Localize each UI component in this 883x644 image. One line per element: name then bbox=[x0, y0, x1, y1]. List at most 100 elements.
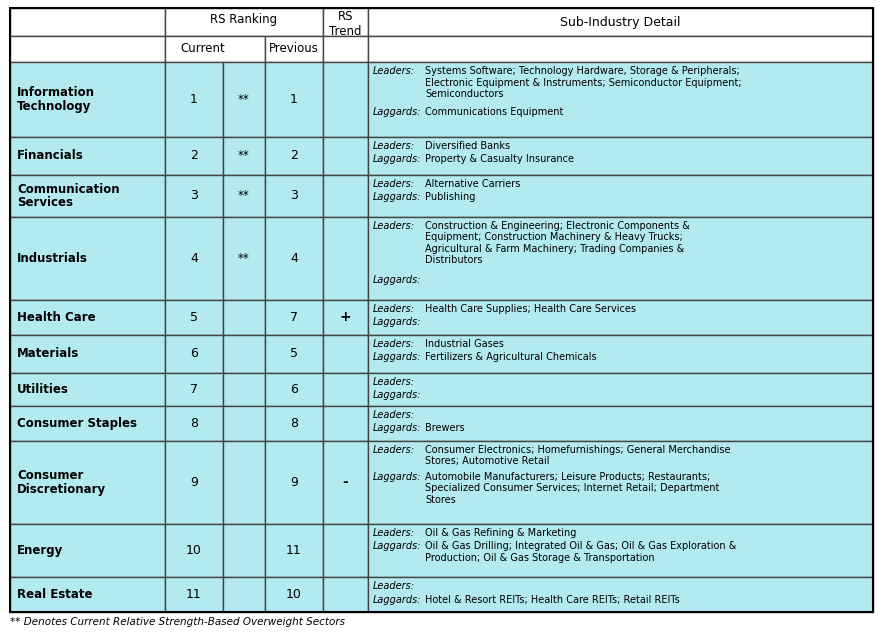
Bar bbox=[10, 299, 165, 334]
Bar bbox=[368, 216, 873, 299]
Text: Laggards:: Laggards: bbox=[373, 424, 421, 433]
Text: Consumer Electronics; Homefurnishings; General Merchandise
Stores; Automotive Re: Consumer Electronics; Homefurnishings; G… bbox=[425, 445, 730, 466]
Text: Laggards:: Laggards: bbox=[373, 352, 421, 362]
Bar bbox=[165, 299, 223, 334]
Bar bbox=[368, 524, 873, 577]
Bar bbox=[223, 524, 265, 577]
Bar bbox=[323, 299, 368, 334]
Text: Laggards:: Laggards: bbox=[373, 155, 421, 164]
Text: Materials: Materials bbox=[17, 347, 79, 360]
Text: Communication: Communication bbox=[17, 183, 119, 196]
Bar bbox=[265, 299, 323, 334]
Bar bbox=[265, 524, 323, 577]
Bar bbox=[265, 373, 323, 406]
Bar bbox=[165, 137, 223, 175]
Bar bbox=[368, 36, 873, 62]
Bar bbox=[368, 137, 873, 175]
Text: Diversified Banks: Diversified Banks bbox=[425, 141, 510, 151]
Text: 7: 7 bbox=[190, 383, 198, 396]
Bar bbox=[265, 137, 323, 175]
Text: 4: 4 bbox=[190, 252, 198, 265]
Text: Property & Casualty Insurance: Property & Casualty Insurance bbox=[425, 155, 574, 164]
Text: Financials: Financials bbox=[17, 149, 84, 162]
Text: Laggards:: Laggards: bbox=[373, 274, 421, 285]
Bar bbox=[10, 175, 165, 216]
Text: Alternative Carriers: Alternative Carriers bbox=[425, 179, 520, 189]
Text: Energy: Energy bbox=[17, 544, 64, 557]
Bar bbox=[323, 62, 368, 137]
Text: Laggards:: Laggards: bbox=[373, 594, 421, 605]
Bar bbox=[323, 175, 368, 216]
Text: Leaders:: Leaders: bbox=[373, 377, 415, 387]
Bar bbox=[223, 441, 265, 524]
Text: +: + bbox=[340, 310, 351, 324]
Bar bbox=[368, 441, 873, 524]
Bar bbox=[165, 524, 223, 577]
Bar bbox=[368, 577, 873, 612]
Text: 2: 2 bbox=[290, 149, 298, 162]
Text: **: ** bbox=[238, 149, 250, 162]
Text: Leaders:: Leaders: bbox=[373, 581, 415, 591]
Text: Leaders:: Leaders: bbox=[373, 303, 415, 314]
Bar bbox=[265, 441, 323, 524]
Bar bbox=[368, 373, 873, 406]
Bar bbox=[265, 62, 323, 137]
Text: Current: Current bbox=[181, 42, 225, 55]
Text: Automobile Manufacturers; Leisure Products; Restaurants;
Specialized Consumer Se: Automobile Manufacturers; Leisure Produc… bbox=[425, 472, 720, 505]
Text: 2: 2 bbox=[190, 149, 198, 162]
Text: 5: 5 bbox=[190, 310, 198, 323]
Text: -: - bbox=[343, 475, 349, 489]
Text: 4: 4 bbox=[290, 252, 298, 265]
Bar bbox=[368, 406, 873, 441]
Text: Leaders:: Leaders: bbox=[373, 66, 415, 76]
Text: RS
Trend: RS Trend bbox=[329, 10, 362, 38]
Bar bbox=[10, 137, 165, 175]
Text: Brewers: Brewers bbox=[425, 424, 464, 433]
Bar bbox=[223, 334, 265, 373]
Text: Discretionary: Discretionary bbox=[17, 483, 106, 496]
Text: 3: 3 bbox=[290, 189, 298, 202]
Bar bbox=[323, 216, 368, 299]
Bar bbox=[368, 62, 873, 137]
Text: 6: 6 bbox=[190, 347, 198, 360]
Bar bbox=[10, 406, 165, 441]
Text: Previous: Previous bbox=[269, 42, 319, 55]
Bar bbox=[323, 524, 368, 577]
Bar bbox=[323, 373, 368, 406]
Bar bbox=[165, 175, 223, 216]
Text: 11: 11 bbox=[186, 588, 202, 601]
Text: 8: 8 bbox=[190, 417, 198, 430]
Text: Sub-Industry Detail: Sub-Industry Detail bbox=[560, 16, 681, 29]
Bar bbox=[223, 175, 265, 216]
Text: Fertilizers & Agricultural Chemicals: Fertilizers & Agricultural Chemicals bbox=[425, 352, 597, 362]
Bar bbox=[10, 577, 165, 612]
Bar bbox=[165, 62, 223, 137]
Bar bbox=[323, 406, 368, 441]
Text: Technology: Technology bbox=[17, 100, 91, 113]
Text: Leaders:: Leaders: bbox=[373, 528, 415, 538]
Text: 10: 10 bbox=[186, 544, 202, 557]
Bar bbox=[368, 175, 873, 216]
Bar bbox=[265, 406, 323, 441]
Text: 9: 9 bbox=[190, 476, 198, 489]
Text: Communications Equipment: Communications Equipment bbox=[425, 106, 563, 117]
Text: 1: 1 bbox=[290, 93, 298, 106]
Text: Laggards:: Laggards: bbox=[373, 193, 421, 202]
Text: Oil & Gas Refining & Marketing: Oil & Gas Refining & Marketing bbox=[425, 528, 577, 538]
Bar bbox=[10, 334, 165, 373]
Text: RS Ranking: RS Ranking bbox=[210, 13, 277, 26]
Text: Information: Information bbox=[17, 86, 95, 99]
Bar bbox=[165, 577, 223, 612]
Bar bbox=[10, 373, 165, 406]
Text: Industrials: Industrials bbox=[17, 252, 88, 265]
Text: 11: 11 bbox=[286, 544, 302, 557]
Text: Publishing: Publishing bbox=[425, 193, 475, 202]
Text: 1: 1 bbox=[190, 93, 198, 106]
Text: **: ** bbox=[238, 93, 250, 106]
Bar bbox=[223, 299, 265, 334]
Text: Leaders:: Leaders: bbox=[373, 410, 415, 420]
Bar bbox=[165, 406, 223, 441]
Bar bbox=[10, 8, 165, 36]
Bar bbox=[223, 577, 265, 612]
Text: Oil & Gas Drilling; Integrated Oil & Gas; Oil & Gas Exploration &
Production; Oi: Oil & Gas Drilling; Integrated Oil & Gas… bbox=[425, 542, 736, 563]
